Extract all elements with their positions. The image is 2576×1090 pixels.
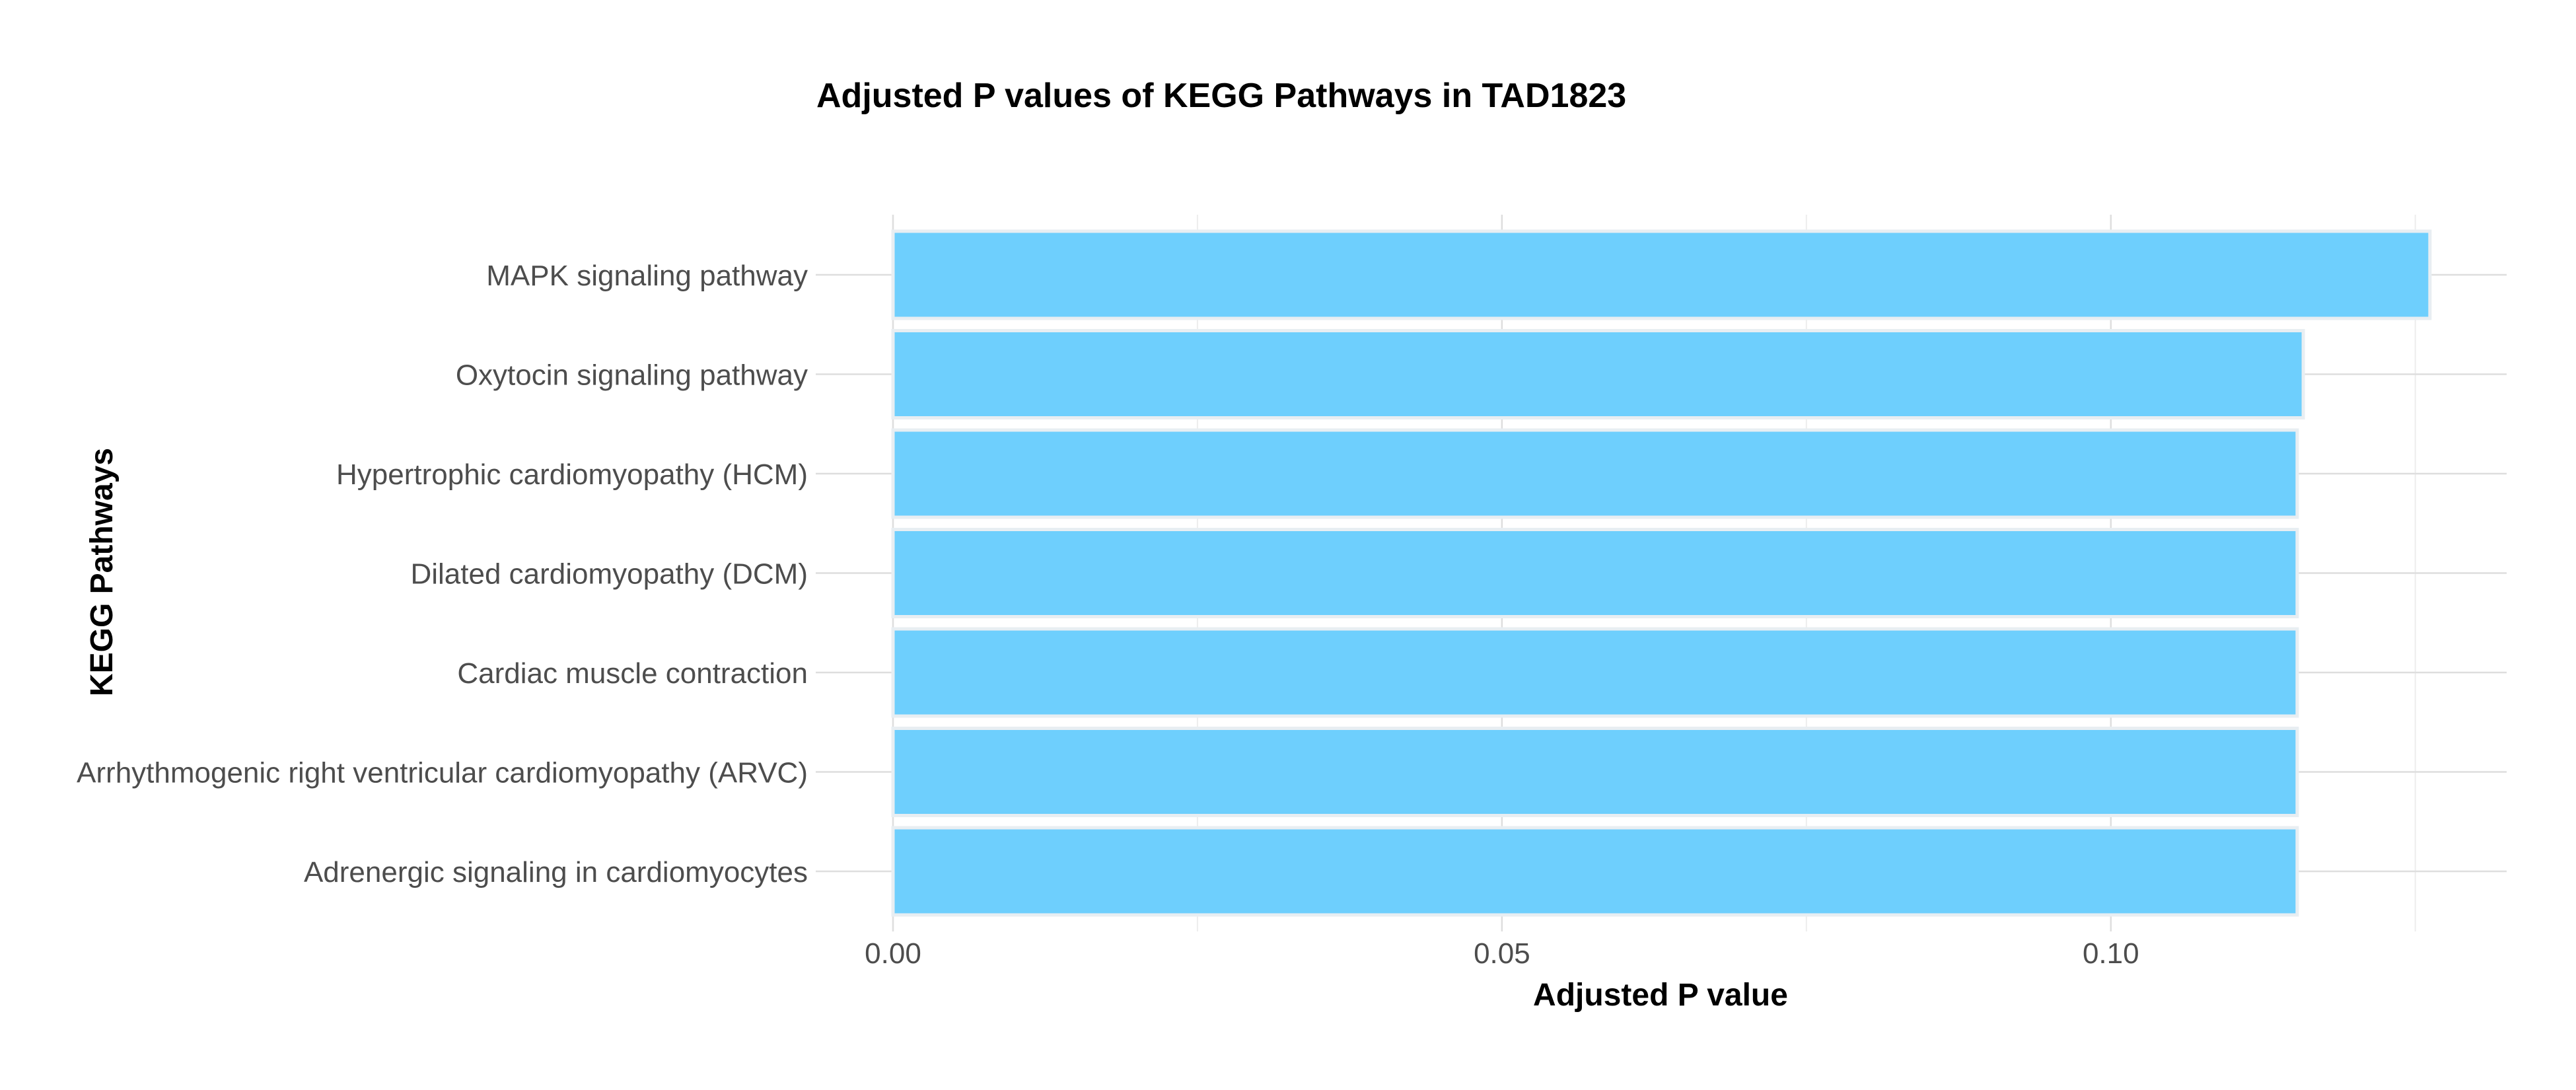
y-tick-label: Arrhythmogenic right ventricular cardiom… — [77, 757, 808, 789]
y-tick-label: Hypertrophic cardiomyopathy (HCM) — [336, 458, 808, 491]
bars — [891, 229, 2432, 917]
bar-1 — [891, 229, 2432, 320]
x-tick-label: 0.00 — [865, 937, 921, 970]
y-axis-title: KEGG Pathways — [85, 448, 120, 696]
y-tick-label: Dilated cardiomyopathy (DCM) — [410, 558, 808, 591]
bar-5 — [891, 627, 2299, 718]
y-tick-label: Oxytocin signaling pathway — [456, 359, 808, 392]
y-tick-label: Adrenergic signaling in cardiomyocytes — [304, 856, 808, 889]
y-tick-label: Cardiac muscle contraction — [457, 657, 808, 690]
y-axis-ticks: MAPK signaling pathway Oxytocin signaling… — [77, 260, 808, 889]
bar-7 — [891, 826, 2299, 917]
bar-4 — [891, 528, 2299, 618]
bar-2 — [891, 329, 2305, 419]
bar-6 — [891, 727, 2299, 817]
x-axis-title: Adjusted P value — [1533, 978, 1788, 1013]
chart-title: Adjusted P values of KEGG Pathways in TA… — [816, 77, 1626, 115]
bar-3 — [891, 428, 2299, 519]
x-axis-ticks: 0.00 0.05 0.10 — [865, 937, 2139, 970]
y-tick-label: MAPK signaling pathway — [486, 260, 808, 292]
x-tick-label: 0.10 — [2083, 937, 2139, 970]
x-tick-label: 0.05 — [1474, 937, 1530, 970]
